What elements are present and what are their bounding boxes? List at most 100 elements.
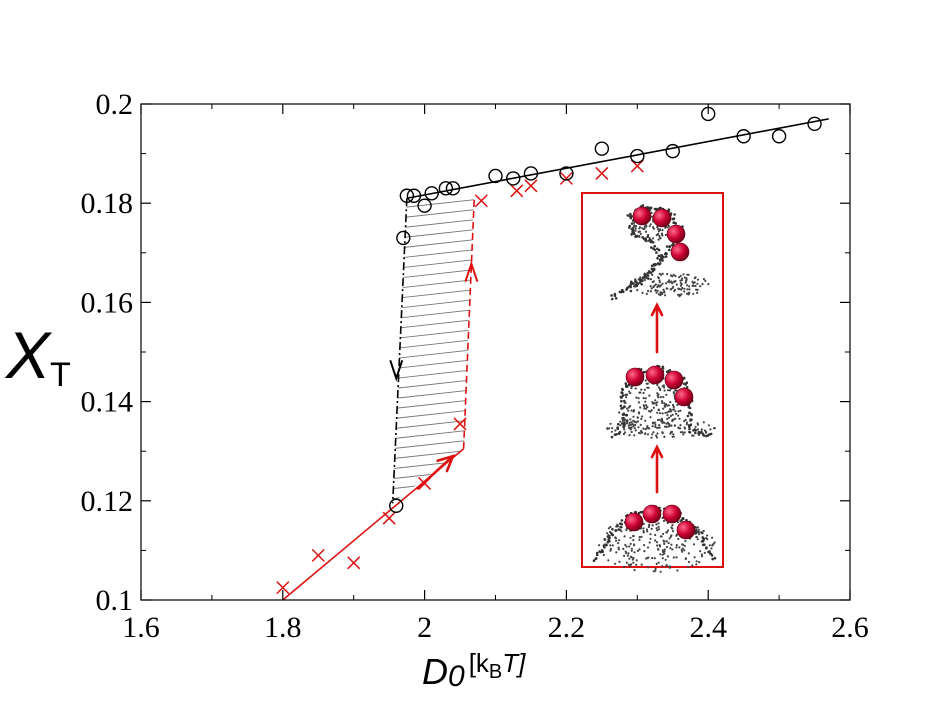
membrane-dot: [626, 214, 630, 217]
membrane-dot: [658, 418, 661, 421]
membrane-dot: [660, 535, 663, 538]
x-axis-title: D0 [kBT]: [422, 648, 526, 693]
membrane-dot: [674, 274, 677, 278]
membrane-dot: [695, 535, 699, 539]
membrane-dot: [711, 536, 714, 539]
membrane-dot: [662, 255, 665, 259]
membrane-dot: [676, 403, 679, 407]
membrane-dot: [610, 294, 613, 297]
hatch-line: [380, 538, 490, 550]
membrane-dot: [658, 424, 661, 427]
membrane-dot: [659, 254, 662, 258]
hatch-line: [380, 508, 490, 520]
membrane-dot: [700, 555, 704, 558]
membrane-dot: [646, 206, 649, 209]
membrane-dot: [696, 282, 699, 285]
membrane-dot: [671, 413, 674, 416]
membrane-dot: [646, 382, 649, 385]
membrane-dot: [655, 251, 658, 254]
hatch-line: [392, 457, 475, 471]
membrane-dot: [600, 549, 604, 552]
membrane-dot: [641, 227, 644, 230]
membrane-dot: [667, 425, 670, 428]
membrane-dot: [675, 556, 678, 559]
membrane-dot: [629, 392, 632, 395]
membrane-dot: [632, 282, 635, 285]
membrane-dot: [661, 401, 664, 404]
membrane-dot: [678, 276, 681, 279]
membrane-dot: [628, 390, 631, 393]
membrane-dot: [622, 565, 626, 569]
membrane-dot: [634, 227, 637, 230]
data-point-cross: [347, 556, 361, 570]
membrane-dot: [695, 560, 698, 563]
membrane-dot: [661, 557, 664, 560]
membrane-dot: [644, 419, 647, 422]
particle-bead: [642, 504, 662, 524]
membrane-dot: [651, 557, 654, 560]
membrane-dot: [672, 433, 675, 436]
data-point-cross: [559, 171, 573, 185]
membrane-dot: [644, 230, 648, 233]
membrane-dot: [634, 224, 638, 228]
membrane-dot: [665, 282, 668, 285]
membrane-dot: [646, 546, 650, 549]
membrane-dot: [654, 425, 657, 429]
membrane-dot: [598, 544, 601, 547]
membrane-dot: [702, 434, 706, 437]
membrane-dot: [633, 409, 636, 412]
membrane-dot: [630, 222, 634, 225]
membrane-dot: [700, 428, 703, 431]
membrane-dot: [653, 248, 657, 252]
membrane-dot: [628, 557, 631, 560]
direction-arrow: [416, 454, 456, 490]
membrane-dot: [699, 550, 702, 553]
membrane-dot: [649, 537, 652, 540]
membrane-dot: [684, 281, 687, 284]
membrane-dot: [708, 544, 711, 547]
membrane-dot: [626, 407, 629, 410]
membrane-dot: [657, 276, 660, 279]
membrane-dot: [639, 281, 642, 284]
membrane-dot: [592, 559, 596, 562]
data-point-circle: [389, 498, 404, 513]
membrane-dot: [656, 426, 660, 429]
membrane-dot: [618, 290, 622, 294]
membrane-dot: [658, 426, 661, 429]
membrane-dot: [647, 277, 650, 280]
membrane-dot: [642, 522, 645, 526]
membrane-dot: [713, 426, 716, 430]
membrane-dot: [677, 537, 680, 541]
membrane-dot: [701, 540, 705, 543]
membrane-dot: [603, 546, 606, 549]
membrane-dot: [681, 286, 684, 290]
hatch-line: [392, 447, 475, 461]
membrane-dot: [635, 559, 638, 562]
membrane-dot: [649, 240, 652, 244]
membrane-dot: [644, 400, 647, 403]
membrane-dot: [652, 406, 656, 409]
hatch-line: [392, 327, 475, 341]
membrane-dot: [609, 547, 613, 551]
membrane-dot: [625, 419, 629, 423]
membrane-dot: [692, 292, 695, 295]
membrane-dot: [658, 262, 662, 265]
particle-bead: [625, 367, 645, 387]
membrane-dot: [639, 423, 642, 426]
x-tick-label: 2.6: [831, 611, 869, 644]
data-point-circle: [665, 143, 680, 159]
membrane-dot: [664, 252, 667, 256]
membrane-dot: [691, 284, 694, 287]
membrane-dot: [641, 415, 644, 418]
membrane-dot: [643, 544, 646, 547]
membrane-dot: [607, 527, 611, 530]
membrane-dot: [677, 293, 680, 296]
membrane-dot: [669, 535, 673, 538]
membrane-dot: [613, 433, 617, 437]
hatch-line: [392, 247, 475, 261]
membrane-dot: [655, 523, 658, 526]
membrane-dot: [661, 282, 664, 285]
membrane-dot: [623, 428, 626, 431]
membrane-dot: [694, 431, 697, 435]
membrane-dot: [659, 293, 662, 296]
